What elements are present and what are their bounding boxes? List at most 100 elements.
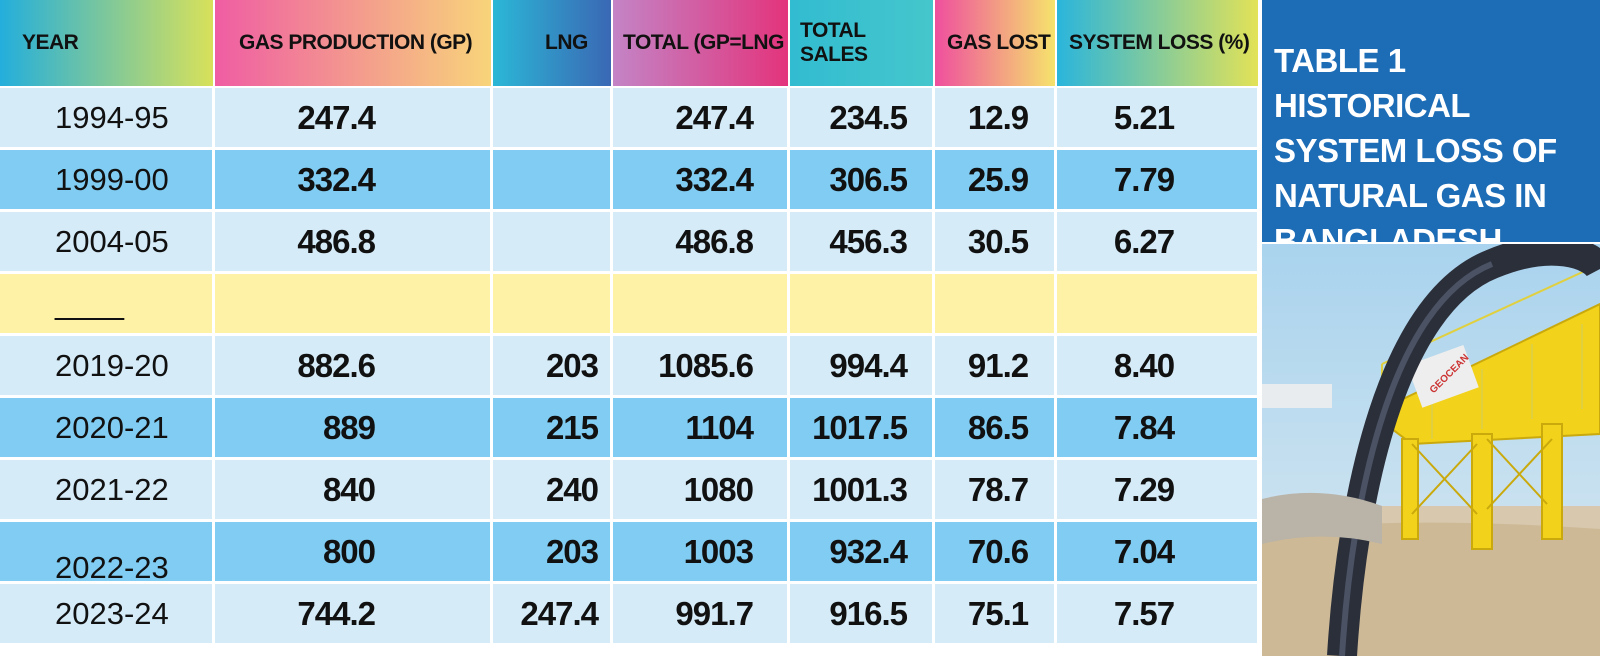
value: 234.5 (829, 98, 908, 136)
value: 1017.5 (812, 408, 908, 446)
cell-bg (215, 150, 490, 209)
year: 1999-00 (55, 161, 169, 197)
cell-bg (0, 274, 212, 333)
cell-bg (613, 150, 787, 209)
value: 75.1 (967, 594, 1029, 632)
column-header: GAS LOST (935, 0, 1055, 86)
year: 2004-05 (55, 223, 169, 259)
value: 203 (545, 532, 599, 570)
cell-bg (0, 150, 212, 209)
cell-bg (493, 398, 610, 457)
cell-bg (493, 88, 610, 147)
cell-bg (790, 274, 932, 333)
cell-bg (0, 398, 212, 457)
cell-bg (493, 212, 610, 271)
cell-bg (790, 88, 932, 147)
cell-bg (935, 88, 1054, 147)
value: 7.84 (1113, 408, 1175, 446)
value: 7.79 (1113, 160, 1175, 198)
cell-bg (613, 460, 787, 519)
cell-bg (0, 522, 212, 581)
value: 91.2 (967, 346, 1029, 384)
value: 247.4 (675, 98, 754, 136)
cell-bg (935, 460, 1054, 519)
cell-bg (1057, 522, 1257, 581)
value: 8.40 (1113, 346, 1175, 384)
cell-bg (935, 150, 1054, 209)
panel-title: TABLE 1 HISTORICAL (1274, 42, 1471, 124)
cell-bg (1057, 398, 1257, 457)
cell-bg (493, 460, 610, 519)
value: 215 (545, 408, 599, 446)
value: 486.8 (297, 222, 376, 260)
value: 1080 (683, 470, 754, 508)
cell-bg (0, 212, 212, 271)
value: 78.7 (967, 470, 1029, 508)
value: 7.29 (1113, 470, 1175, 508)
value: 932.4 (829, 532, 908, 570)
cell-bg (215, 336, 490, 395)
cell-bg (215, 522, 490, 581)
value: 916.5 (829, 594, 908, 632)
panel-title: SYSTEM LOSS OF (1274, 132, 1557, 169)
cell-bg (613, 274, 787, 333)
cell-bg (493, 274, 610, 333)
value: 332.4 (297, 160, 376, 198)
value: 203 (545, 346, 599, 384)
value: 486.8 (675, 222, 754, 260)
year: 2019-20 (55, 347, 169, 383)
cell-bg (790, 398, 932, 457)
cell-bg (790, 212, 932, 271)
value: 882.6 (297, 346, 376, 384)
cell-bg (215, 460, 490, 519)
year: 2020-21 (55, 409, 169, 445)
column-header: YEAR (0, 0, 213, 86)
cell-bg (215, 398, 490, 457)
value: 306.5 (829, 160, 908, 198)
value: 7.57 (1113, 594, 1175, 632)
year: 2021-22 (55, 471, 169, 507)
cell-bg (0, 584, 212, 643)
value: 247.4 (520, 594, 599, 632)
cell-bg (935, 522, 1054, 581)
cell-bg (1057, 336, 1257, 395)
column-header: SYSTEM LOSS (%) (1057, 0, 1258, 86)
cell-bg (790, 460, 932, 519)
value: 1104 (685, 408, 754, 446)
value: 332.4 (675, 160, 754, 198)
cell-bg (790, 150, 932, 209)
cell-bg (613, 88, 787, 147)
separator: ____ (55, 285, 124, 321)
value: 70.6 (967, 532, 1029, 570)
value: 991.7 (675, 594, 754, 632)
value: 456.3 (829, 222, 908, 260)
column-header: GAS PRODUCTION (GP) (215, 0, 491, 86)
cell-bg (215, 584, 490, 643)
panel-title: NATURAL GAS IN (1274, 177, 1547, 214)
cell-bg (935, 398, 1054, 457)
column-header: TOTAL (GP=LNG (613, 0, 788, 86)
photo: GEOCEAN (1262, 244, 1600, 656)
value: 840 (322, 470, 376, 508)
cell-bg (613, 398, 787, 457)
cell-bg (935, 336, 1054, 395)
value: 247.4 (297, 98, 376, 136)
value: 6.27 (1113, 222, 1175, 260)
value: 25.9 (967, 160, 1029, 198)
cell-bg (790, 584, 932, 643)
value: 800 (322, 532, 376, 570)
cell-bg (613, 584, 787, 643)
cell-bg (1057, 584, 1257, 643)
value: 1003 (683, 532, 754, 570)
year: 1994-95 (55, 99, 169, 135)
value: 1085.6 (658, 346, 754, 384)
cell-bg (1057, 150, 1257, 209)
cell-bg (1057, 88, 1257, 147)
value: 744.2 (297, 594, 376, 632)
cell-bg (215, 274, 490, 333)
cell-bg (935, 584, 1054, 643)
value: 240 (545, 470, 599, 508)
cell-bg (1057, 460, 1257, 519)
cell-bg (0, 460, 212, 519)
